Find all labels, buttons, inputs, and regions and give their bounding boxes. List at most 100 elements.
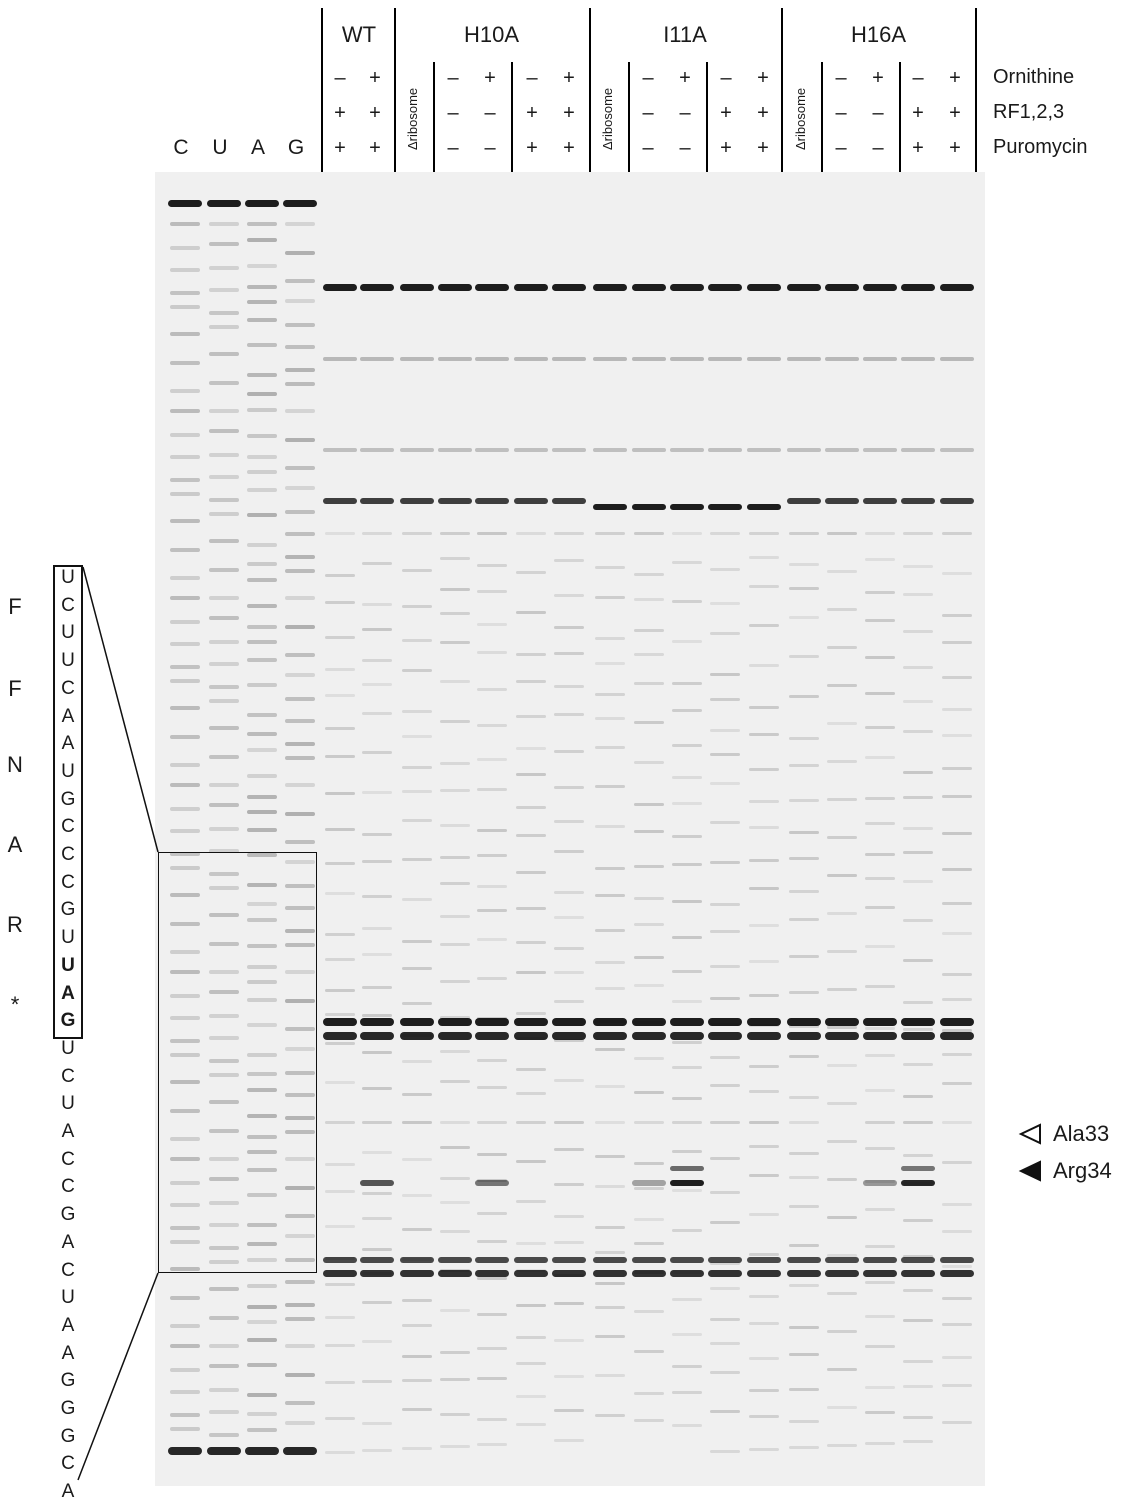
sample-band — [634, 1057, 664, 1060]
ladder-band — [247, 1284, 277, 1288]
sample-band — [903, 1319, 933, 1322]
sample-band — [554, 820, 584, 823]
ladder-band — [209, 1344, 239, 1348]
ladder-band — [247, 774, 277, 778]
full-length-band — [901, 284, 935, 291]
sample-band — [672, 1000, 702, 1003]
stop-codon-band — [323, 1032, 357, 1040]
sample-band — [440, 1445, 470, 1448]
sample-band — [440, 1309, 470, 1312]
sample-band — [477, 724, 507, 727]
ladder-band — [209, 1201, 239, 1205]
sample-band — [634, 532, 664, 535]
sample-band — [593, 1270, 627, 1277]
sample-band — [789, 1096, 819, 1099]
sample-band — [827, 1330, 857, 1333]
sample-band — [749, 1174, 779, 1177]
sample-band — [362, 1380, 392, 1383]
ladder-band — [285, 510, 315, 514]
sample-band — [440, 1050, 470, 1053]
sample-band — [789, 737, 819, 740]
sample-band — [749, 1213, 779, 1216]
sample-band — [865, 1411, 895, 1414]
sample-band — [942, 1421, 972, 1424]
ladder-band — [170, 679, 200, 683]
sample-band — [901, 357, 935, 361]
sample-band — [903, 880, 933, 883]
sample-band — [903, 851, 933, 854]
sample-band — [362, 986, 392, 989]
nucleotide: U — [61, 650, 75, 672]
sample-band — [516, 1423, 546, 1426]
sample-band — [827, 1216, 857, 1219]
ladder-band — [209, 475, 239, 479]
stop-codon-band — [593, 1032, 627, 1040]
sample-band — [634, 1218, 664, 1221]
row-label-ornithine: Ornithine — [993, 66, 1075, 88]
sample-band — [634, 598, 664, 601]
ladder-band — [247, 918, 277, 922]
sample-band — [710, 602, 740, 605]
gel-image — [155, 172, 985, 1486]
sample-band — [789, 890, 819, 893]
sample-band — [516, 1336, 546, 1339]
sample-band — [475, 357, 509, 361]
stop-codon-band — [940, 1018, 974, 1026]
rf-sign: – — [872, 102, 884, 124]
sample-band — [554, 947, 584, 950]
ladder-band — [285, 222, 315, 226]
nucleotide: C — [61, 594, 75, 616]
sample-band — [825, 1270, 859, 1277]
ladder-band — [170, 1344, 200, 1348]
puromycin-sign: + — [949, 137, 961, 159]
sample-band — [827, 874, 857, 877]
ladder-band — [247, 713, 277, 717]
ladder-band — [170, 735, 200, 739]
sample-band — [903, 1095, 933, 1098]
stop-codon-band — [514, 1032, 548, 1040]
ladder-band — [170, 305, 200, 309]
ladder-band — [247, 1428, 277, 1432]
sample-band — [865, 1180, 895, 1183]
rf-sign: – — [642, 102, 654, 124]
ladder-band — [247, 264, 277, 268]
sample-band — [595, 532, 625, 535]
sample-band — [595, 785, 625, 788]
sample-band — [672, 1365, 702, 1368]
full-length-band — [360, 284, 394, 291]
ornithine-sign: – — [835, 67, 847, 89]
sample-band — [749, 1295, 779, 1298]
ladder-band — [247, 285, 277, 289]
sample-band — [402, 1379, 432, 1382]
ladder-band — [247, 1135, 277, 1139]
ladder-bottom-band — [168, 1447, 202, 1455]
sample-band — [865, 558, 895, 561]
amino-acid-stop: * — [10, 992, 20, 1017]
stop-codon-band — [552, 1032, 586, 1040]
sample-band — [325, 828, 355, 831]
sample-band — [595, 662, 625, 665]
separator-line — [321, 8, 323, 172]
sample-band — [710, 1157, 740, 1160]
sample-band — [516, 653, 546, 656]
stop-codon-band — [514, 1018, 548, 1026]
sample-band — [552, 1270, 586, 1277]
ladder-band — [209, 288, 239, 292]
sample-band — [827, 1292, 857, 1295]
sample-band — [827, 988, 857, 991]
sample-band — [325, 1344, 355, 1347]
sample-band — [827, 532, 857, 535]
nucleotide: A — [61, 1121, 75, 1142]
sample-band — [749, 994, 779, 997]
separator-line — [511, 62, 513, 172]
sample-band — [402, 967, 432, 970]
nucleotide: A — [61, 1342, 75, 1364]
sample-band — [514, 1270, 548, 1277]
sample-band — [672, 776, 702, 779]
sample-band — [710, 997, 740, 1000]
sample-band — [554, 891, 584, 894]
sample-band — [827, 722, 857, 725]
stop-codon-band — [632, 1032, 666, 1040]
ladder-band — [209, 1157, 239, 1161]
sample-band — [477, 1153, 507, 1156]
